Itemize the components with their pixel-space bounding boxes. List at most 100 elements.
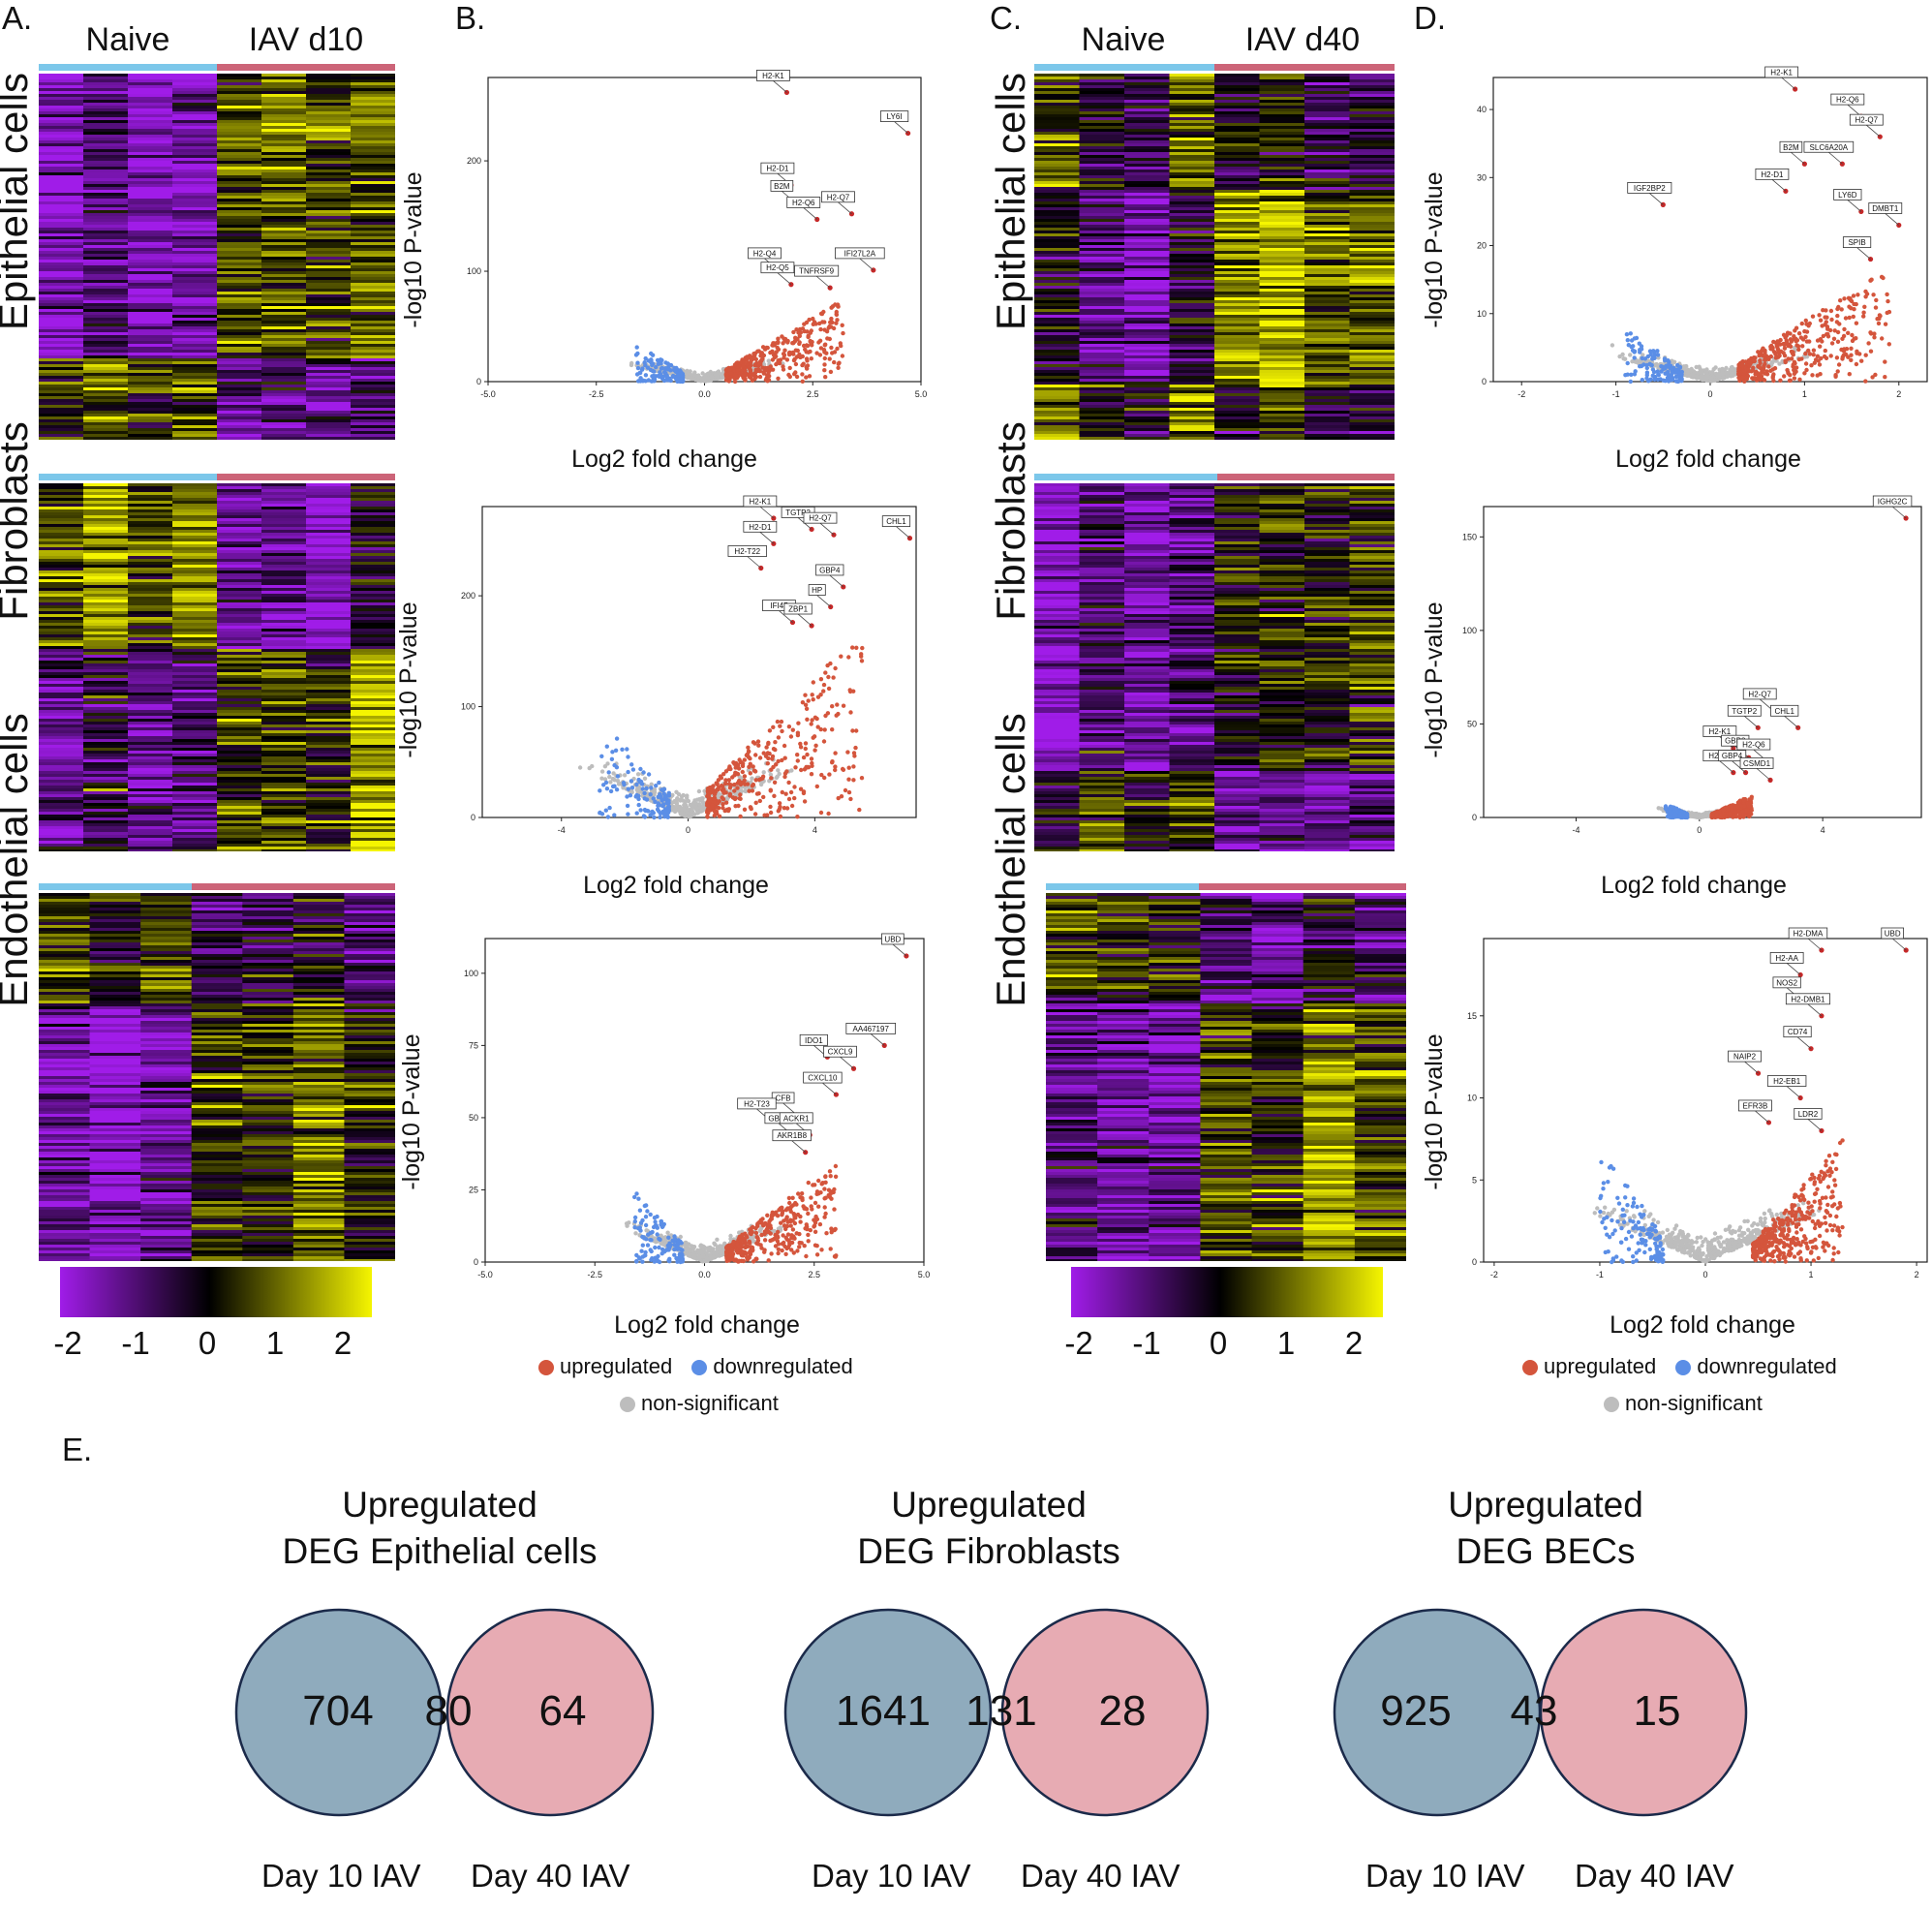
heatmap-cell xyxy=(217,146,262,150)
heatmap-cell xyxy=(1169,739,1215,743)
heatmap-cell xyxy=(39,608,84,612)
heatmap-cell xyxy=(217,143,262,147)
heatmap-cell xyxy=(191,995,243,999)
heatmap-cell xyxy=(39,591,84,595)
heatmap-cell xyxy=(83,666,129,670)
heatmap-cell xyxy=(39,844,84,848)
heatmap-cell xyxy=(1169,495,1215,499)
panel-label-d: D. xyxy=(1414,0,1446,36)
heatmap-cell xyxy=(217,88,262,92)
heatmap-cell xyxy=(344,1187,395,1190)
heatmap-cell xyxy=(1349,143,1395,147)
heatmap-cell xyxy=(1034,265,1081,269)
heatmap-cell xyxy=(344,963,395,967)
heatmap-cell xyxy=(39,1012,91,1016)
heatmap-cell xyxy=(1079,201,1125,205)
heatmap-cell xyxy=(292,1117,346,1121)
heatmap-cell xyxy=(1079,675,1125,679)
heatmap-cell xyxy=(1259,222,1305,226)
heatmap-cell xyxy=(1169,286,1215,290)
heatmap-cell xyxy=(217,762,262,766)
heatmap-cell xyxy=(351,498,395,502)
heatmap-cell xyxy=(344,1064,395,1068)
heatmap-cell xyxy=(172,408,218,412)
heatmap-cell xyxy=(1349,698,1395,702)
heatmap-cell xyxy=(217,411,262,415)
heatmap-cell xyxy=(261,675,307,679)
heatmap-cell xyxy=(217,414,262,417)
heatmap-cell xyxy=(1034,722,1081,725)
heatmap-cell xyxy=(1214,170,1261,173)
heatmap-cell xyxy=(1034,681,1081,685)
heatmap-cell xyxy=(128,690,173,694)
heatmap-cell xyxy=(306,687,352,691)
heatmap-cell xyxy=(306,832,352,836)
heatmap-cell xyxy=(1214,579,1261,583)
heatmap-cell xyxy=(1349,332,1395,336)
heatmap-cell xyxy=(39,547,84,551)
heatmap-cell xyxy=(261,780,307,784)
heatmap-cell xyxy=(1034,103,1081,107)
heatmap-cell xyxy=(83,719,129,723)
heatmap-cell xyxy=(1214,399,1261,403)
heatmap-cell xyxy=(242,1073,294,1077)
heatmap-cell xyxy=(83,132,129,136)
heatmap-cell xyxy=(191,1012,243,1016)
heatmap-cell xyxy=(1034,332,1081,336)
heatmap-cell xyxy=(306,658,352,662)
heatmap-cell xyxy=(292,1233,346,1237)
heatmap-cell xyxy=(351,614,395,618)
heatmap-cell xyxy=(172,701,218,705)
heatmap-cell xyxy=(1079,829,1125,833)
heatmap-cell xyxy=(261,794,307,798)
heatmap-cell xyxy=(140,1006,193,1010)
heatmap-cell xyxy=(39,1056,91,1060)
heatmap-cell xyxy=(261,559,307,563)
heatmap-cell xyxy=(83,126,129,130)
heatmap-cell xyxy=(128,719,173,723)
heatmap-cell xyxy=(242,1218,294,1222)
heatmap-cell xyxy=(128,794,173,798)
heatmap-cell xyxy=(1214,393,1261,397)
heatmap-cell xyxy=(306,370,352,374)
heatmap-cell xyxy=(217,77,262,80)
heatmap-cell xyxy=(261,91,307,95)
heatmap-cell xyxy=(1214,797,1261,801)
heatmap-cell xyxy=(39,164,84,168)
heatmap-cell xyxy=(351,260,395,263)
heatmap-cell xyxy=(1124,788,1171,792)
heatmap-cell xyxy=(1259,652,1305,656)
heatmap-cell xyxy=(217,695,262,699)
heatmap-cell xyxy=(128,576,173,580)
heatmap-cell xyxy=(261,431,307,435)
heatmap-cell xyxy=(261,170,307,173)
heatmap-cell xyxy=(217,803,262,807)
heatmap-cell xyxy=(1214,687,1261,691)
heatmap-cell xyxy=(1169,539,1215,542)
heatmap-cell xyxy=(172,271,218,275)
heatmap-cell xyxy=(128,155,173,159)
heatmap-cell xyxy=(351,257,395,261)
heatmap-cell xyxy=(89,1201,141,1205)
heatmap-cell xyxy=(1349,231,1395,234)
heatmap-cell xyxy=(1124,260,1171,263)
heatmap-cell xyxy=(1259,79,1305,83)
heatmap-cell xyxy=(242,963,294,967)
heatmap-cell xyxy=(1349,629,1395,632)
heatmap-cell xyxy=(1169,399,1215,403)
heatmap-cell xyxy=(1214,594,1261,598)
heatmap-cell xyxy=(128,518,173,522)
heatmap-cell xyxy=(83,233,129,237)
heatmap-cell xyxy=(217,777,262,781)
heatmap-cell xyxy=(83,341,129,345)
heatmap-cell xyxy=(191,896,243,900)
heatmap-cell xyxy=(1079,539,1125,542)
heatmap-cell xyxy=(89,1096,141,1100)
heatmap-cell xyxy=(1259,803,1305,807)
heatmap-cell xyxy=(39,111,84,115)
heatmap-cell xyxy=(1259,225,1305,229)
heatmap-cell xyxy=(1349,367,1395,371)
heatmap-cell xyxy=(1079,419,1125,423)
heatmap-cell xyxy=(1259,405,1305,409)
heatmap-cell xyxy=(140,1091,193,1094)
